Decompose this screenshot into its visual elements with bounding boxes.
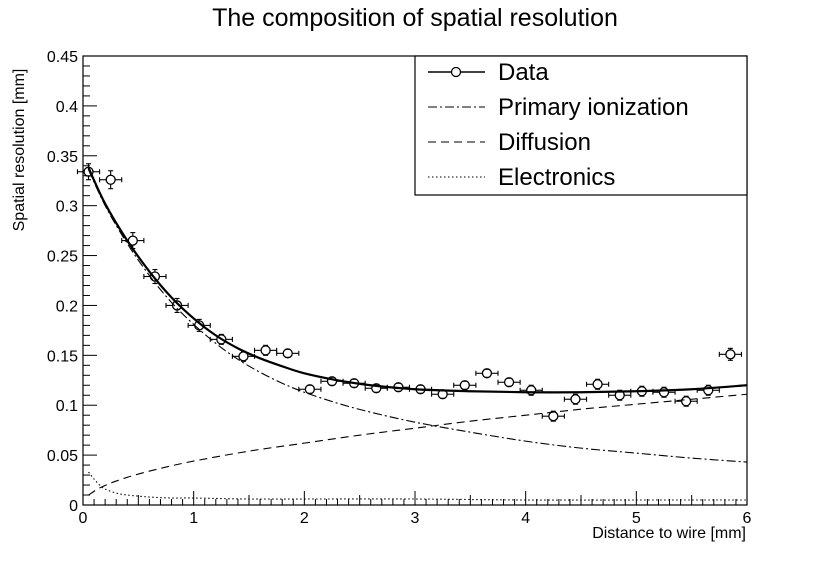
data-point (121, 232, 145, 250)
y-tick-label: 0.4 (56, 99, 78, 116)
data-point (209, 333, 233, 345)
data-point (585, 378, 610, 390)
x-tick-label: 6 (743, 510, 752, 527)
data-point (165, 297, 189, 313)
data-point (408, 384, 433, 395)
x-tick-label: 1 (189, 510, 198, 527)
diffusion-curve (88, 393, 747, 496)
y-axis-label: Spatial resolution [mm] (11, 68, 28, 232)
x-tick-label: 5 (632, 510, 641, 527)
data-point (76, 163, 101, 181)
data-point (652, 386, 676, 398)
svg-text:Electronics: Electronics (498, 164, 615, 191)
data-point (99, 170, 123, 190)
x-tick-label: 4 (521, 510, 530, 527)
y-tick-label: 0 (69, 498, 78, 515)
x-tick-label: 2 (300, 510, 309, 527)
data-fit-curve (87, 167, 747, 394)
data-point (630, 385, 654, 397)
x-axis-label: Distance to wire [mm] (592, 525, 746, 542)
legend-primary-ionization: Primary ionization (428, 94, 689, 121)
y-tick-label: 0.45 (47, 49, 78, 66)
chart-title: The composition of spatial resolution (212, 4, 618, 32)
x-tick-label: 0 (79, 510, 88, 527)
data-point (298, 384, 322, 395)
y-tick-label: 0.15 (47, 348, 78, 365)
svg-text:Data: Data (498, 59, 549, 86)
legend-box (414, 55, 748, 196)
y-tick-label: 0.25 (47, 249, 78, 266)
data-point (276, 348, 300, 359)
legend-electronics: Electronics (428, 164, 615, 191)
y-tick-label: 0.3 (56, 199, 78, 216)
y-tick-label: 0.2 (56, 298, 78, 315)
data-point (608, 389, 632, 401)
data-point (475, 368, 499, 379)
data-point (342, 378, 366, 389)
data-point (253, 344, 278, 356)
svg-text:Diffusion: Diffusion (498, 129, 591, 156)
electronics-curve (88, 471, 747, 501)
y-tick-label: 0.05 (47, 448, 78, 465)
data-point (563, 393, 588, 405)
data-point (519, 384, 543, 396)
data-point (231, 350, 256, 362)
legend-data: Data (428, 59, 549, 86)
data-point (187, 318, 211, 332)
data-point (143, 268, 167, 285)
x-tick-label: 3 (411, 510, 420, 527)
legend-diffusion: Diffusion (428, 129, 591, 156)
data-point (696, 384, 720, 396)
svg-text:Primary ionization: Primary ionization (498, 94, 689, 121)
data-point (431, 389, 455, 400)
data-point (497, 377, 521, 388)
primary-ionization-curve (88, 169, 747, 463)
data-point (541, 410, 565, 422)
data-point (364, 383, 388, 394)
y-tick-label: 0.35 (47, 149, 78, 166)
data-point (718, 347, 743, 361)
data-point (674, 395, 698, 407)
y-tick-label: 0.1 (56, 398, 78, 415)
data-point (453, 380, 477, 391)
